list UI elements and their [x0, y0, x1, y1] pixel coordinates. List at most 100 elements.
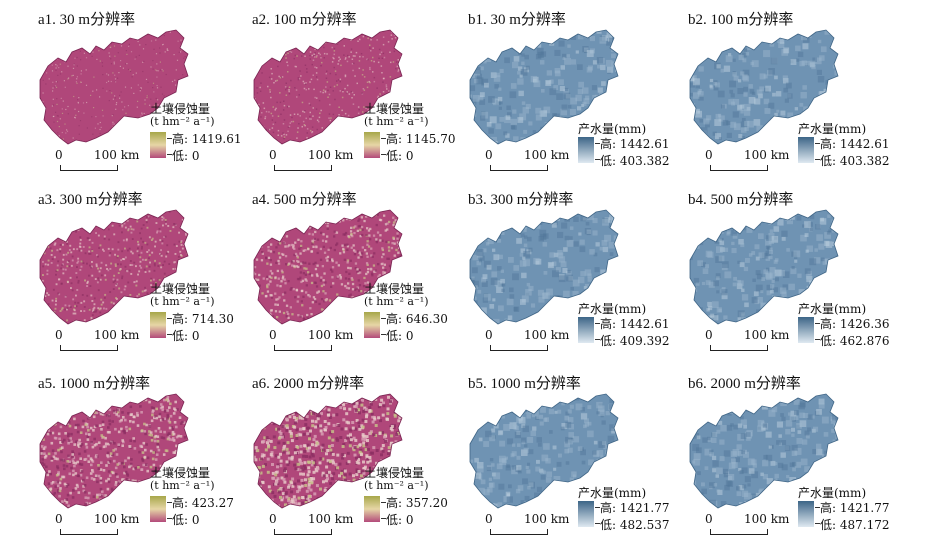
- legend-low-prefix: 低:: [820, 334, 836, 348]
- legend-high-value: 高: 1421.77: [600, 499, 670, 516]
- legend-low-number: 462.876: [840, 334, 890, 348]
- panel-title: b5. 1000 m分辨率: [468, 372, 581, 393]
- legend-low-prefix: 低:: [600, 518, 616, 532]
- scale-line: [710, 529, 768, 535]
- legend-high-value: 高: 1442.61: [600, 135, 670, 152]
- legend-low-value: 低: 482.537: [600, 516, 670, 533]
- legend-unit: (t hm⁻² a⁻¹): [364, 479, 429, 492]
- legend-high-value: 高: 714.30: [172, 310, 234, 327]
- legend-high-number: 1442.61: [620, 137, 670, 151]
- legend-low-prefix: 低:: [172, 149, 188, 163]
- scale-line: [60, 165, 118, 171]
- legend-color-ramp: [150, 132, 166, 158]
- panel-title: a5. 1000 m分辨率: [38, 372, 150, 393]
- legend-low-prefix: 低:: [386, 149, 402, 163]
- legend-color-ramp: [364, 312, 380, 338]
- legend-high-value: 高: 423.27: [172, 494, 234, 511]
- scale-km-label: 100 km: [308, 328, 353, 342]
- legend-unit: (t hm⁻² a⁻¹): [364, 295, 429, 308]
- legend-low-prefix: 低:: [820, 154, 836, 168]
- scale-km-label: 100 km: [524, 328, 569, 342]
- legend-high-prefix: 高:: [386, 132, 402, 146]
- legend-high-prefix: 高:: [820, 317, 836, 331]
- legend-color-ramp: [798, 137, 814, 163]
- legend-color-ramp: [578, 501, 594, 527]
- legend-unit: (t hm⁻² a⁻¹): [150, 295, 215, 308]
- legend-low-number: 482.537: [620, 518, 670, 532]
- scale-km-label: 100 km: [524, 148, 569, 162]
- panel-title: b4. 500 m分辨率: [688, 188, 793, 209]
- legend-color-ramp: [798, 317, 814, 343]
- panel-title: b1. 30 m分辨率: [468, 8, 566, 29]
- panel-title: a4. 500 m分辨率: [252, 188, 357, 209]
- legend-color-ramp: [578, 317, 594, 343]
- scale-line: [274, 345, 332, 351]
- panel-title: b3. 300 m分辨率: [468, 188, 573, 209]
- legend-high-number: 714.30: [192, 312, 234, 326]
- legend-color-ramp: [364, 496, 380, 522]
- legend-high-prefix: 高:: [172, 132, 188, 146]
- legend-high-value: 高: 646.30: [386, 310, 448, 327]
- scale-zero-label: 0: [485, 328, 493, 342]
- legend-high-number: 1442.61: [620, 317, 670, 331]
- scale-km-label: 100 km: [308, 512, 353, 526]
- scale-km-label: 100 km: [308, 148, 353, 162]
- panel-title: a6. 2000 m分辨率: [252, 372, 364, 393]
- legend-high-prefix: 高:: [386, 312, 402, 326]
- legend-color-ramp: [150, 496, 166, 522]
- legend-high-number: 423.27: [192, 496, 234, 510]
- legend-low-number: 0: [406, 329, 414, 343]
- panel-title: b2. 100 m分辨率: [688, 8, 793, 29]
- scale-km-label: 100 km: [94, 512, 139, 526]
- legend-high-prefix: 高:: [820, 137, 836, 151]
- legend-high-number: 646.30: [406, 312, 448, 326]
- scale-zero-label: 0: [269, 148, 277, 162]
- scale-zero-label: 0: [485, 148, 493, 162]
- panel-title: b6. 2000 m分辨率: [688, 372, 801, 393]
- legend-color-ramp: [150, 312, 166, 338]
- scale-zero-label: 0: [55, 512, 63, 526]
- legend-unit: (t hm⁻² a⁻¹): [150, 479, 215, 492]
- legend-low-value: 低: 0: [172, 327, 200, 344]
- legend-low-value: 低: 409.392: [600, 332, 670, 349]
- scale-km-label: 100 km: [744, 512, 789, 526]
- legend-high-prefix: 高:: [386, 496, 402, 510]
- legend-low-prefix: 低:: [386, 329, 402, 343]
- scale-line: [710, 165, 768, 171]
- legend-high-number: 1145.70: [406, 132, 456, 146]
- legend-low-number: 0: [406, 149, 414, 163]
- legend-high-prefix: 高:: [172, 496, 188, 510]
- legend-high-value: 高: 1442.61: [820, 135, 890, 152]
- legend-low-value: 低: 0: [172, 147, 200, 164]
- legend-high-number: 357.20: [406, 496, 448, 510]
- legend-high-prefix: 高:: [600, 137, 616, 151]
- legend-low-number: 487.172: [840, 518, 890, 532]
- scale-zero-label: 0: [269, 328, 277, 342]
- legend-high-number: 1426.36: [840, 317, 890, 331]
- scale-km-label: 100 km: [744, 148, 789, 162]
- scale-km-label: 100 km: [524, 512, 569, 526]
- legend-low-prefix: 低:: [600, 154, 616, 168]
- legend-low-number: 0: [192, 149, 200, 163]
- scale-zero-label: 0: [705, 328, 713, 342]
- legend-low-value: 低: 403.382: [600, 152, 670, 169]
- legend-color-ramp: [578, 137, 594, 163]
- legend-low-prefix: 低:: [172, 329, 188, 343]
- legend-low-prefix: 低:: [820, 518, 836, 532]
- scale-km-label: 100 km: [744, 328, 789, 342]
- scale-line: [274, 165, 332, 171]
- legend-high-value: 高: 1426.36: [820, 315, 890, 332]
- legend-high-prefix: 高:: [600, 501, 616, 515]
- scale-zero-label: 0: [55, 148, 63, 162]
- legend-high-number: 1421.77: [620, 501, 670, 515]
- scale-line: [60, 529, 118, 535]
